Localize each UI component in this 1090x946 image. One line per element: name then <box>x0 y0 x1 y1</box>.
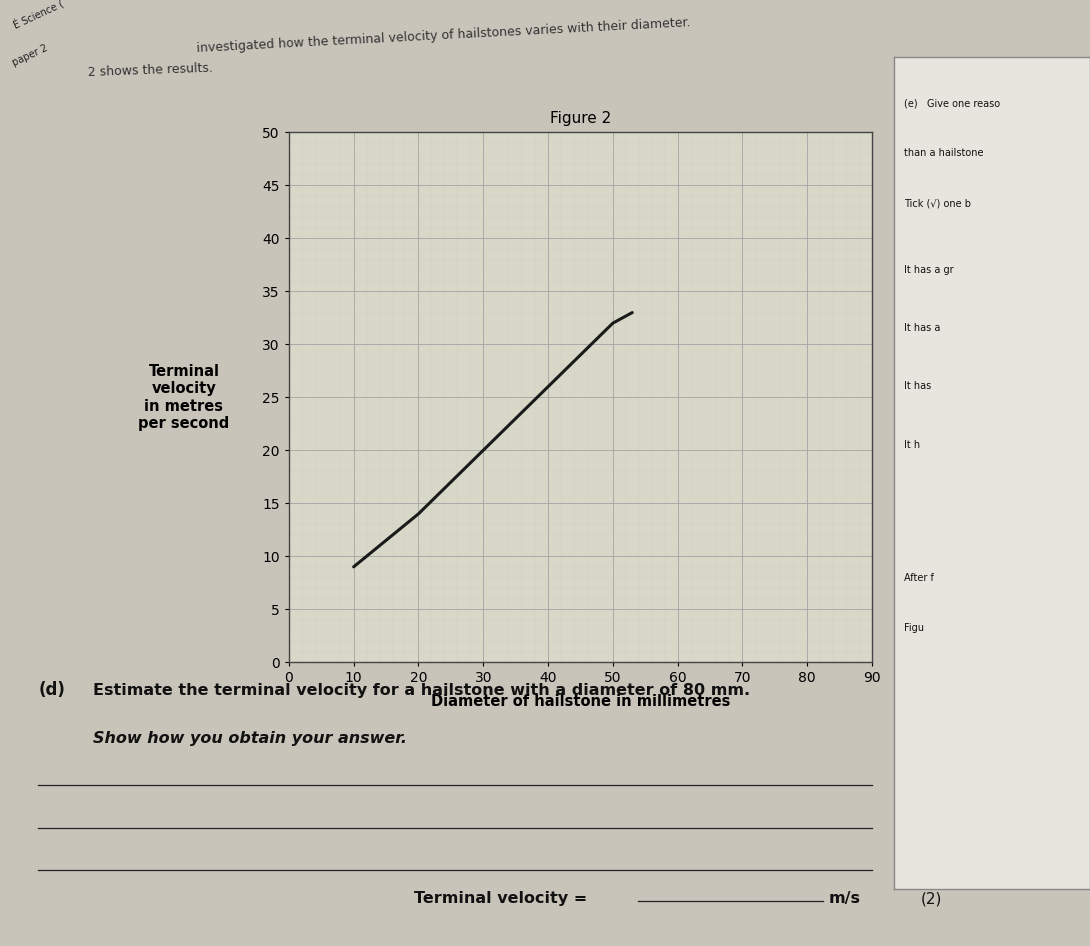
Text: (2): (2) <box>921 891 943 906</box>
Text: (d): (d) <box>38 681 65 699</box>
Text: It has a gr: It has a gr <box>904 265 954 275</box>
Text: than a hailstone: than a hailstone <box>904 149 983 158</box>
Text: paper 2: paper 2 <box>11 44 49 68</box>
Text: m/s: m/s <box>828 891 860 906</box>
X-axis label: Diameter of hailstone in millimetres: Diameter of hailstone in millimetres <box>431 693 730 709</box>
Text: Terminal velocity =: Terminal velocity = <box>414 891 593 906</box>
Text: It has: It has <box>904 381 931 392</box>
Text: Tick (√) one b: Tick (√) one b <box>904 199 970 208</box>
Text: (e)   Give one reaso: (e) Give one reaso <box>904 98 1000 109</box>
Text: É Science (: É Science ( <box>11 0 64 30</box>
Text: Estimate the terminal velocity for a hailstone with a diameter of 80 mm.: Estimate the terminal velocity for a hai… <box>93 683 750 698</box>
Text: investigated how the terminal velocity of hailstones varies with their diameter.: investigated how the terminal velocity o… <box>196 16 691 55</box>
Title: Figure 2: Figure 2 <box>549 111 611 126</box>
Y-axis label: Terminal
velocity
in metres
per second: Terminal velocity in metres per second <box>138 363 230 431</box>
Text: Figu: Figu <box>904 622 923 633</box>
Text: 2 shows the results.: 2 shows the results. <box>87 61 213 79</box>
Text: It has a: It has a <box>904 324 940 333</box>
Text: After f: After f <box>904 573 933 583</box>
Text: Show how you obtain your answer.: Show how you obtain your answer. <box>93 730 407 745</box>
Text: It h: It h <box>904 440 920 449</box>
